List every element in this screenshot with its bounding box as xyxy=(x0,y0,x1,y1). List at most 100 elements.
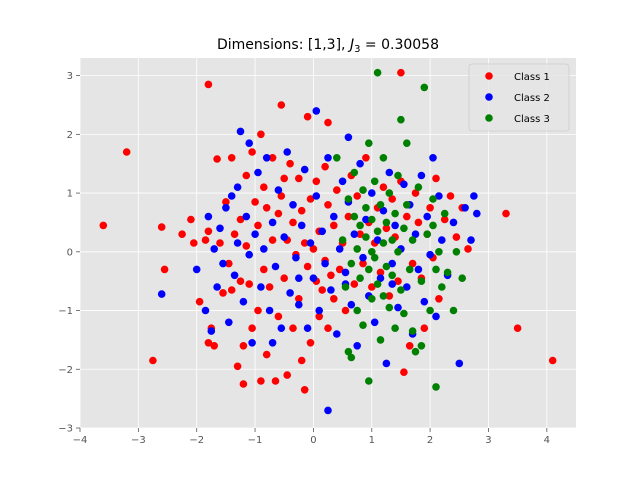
data-point xyxy=(303,262,312,271)
data-point xyxy=(338,236,347,244)
data-point xyxy=(248,339,256,347)
data-point xyxy=(347,259,356,268)
data-point xyxy=(365,377,373,385)
data-point xyxy=(201,236,210,244)
data-point xyxy=(362,204,370,212)
y-tick-label: 2 xyxy=(67,130,73,141)
data-point xyxy=(414,265,423,274)
data-point xyxy=(414,218,423,227)
data-point xyxy=(216,239,224,247)
data-point xyxy=(411,189,420,197)
data-point xyxy=(330,295,338,303)
data-point xyxy=(233,362,242,371)
data-point xyxy=(341,268,350,277)
data-point xyxy=(297,221,306,230)
data-point xyxy=(265,283,274,291)
data-point xyxy=(391,324,399,333)
data-point xyxy=(394,277,402,286)
x-tick-label: −4 xyxy=(73,435,88,446)
data-point xyxy=(225,259,233,268)
data-point xyxy=(435,295,443,303)
data-point xyxy=(382,262,391,271)
data-point xyxy=(300,165,309,174)
data-point xyxy=(359,253,367,262)
data-point xyxy=(327,286,335,294)
data-point xyxy=(385,189,394,197)
data-point xyxy=(356,159,364,168)
data-point xyxy=(513,324,522,333)
data-point xyxy=(239,380,248,388)
data-point xyxy=(467,236,475,244)
data-point xyxy=(365,265,373,274)
data-point xyxy=(353,306,362,315)
data-point xyxy=(417,277,426,286)
data-point xyxy=(397,115,405,124)
data-point xyxy=(257,130,265,139)
data-point xyxy=(379,206,388,215)
y-tick-label: 3 xyxy=(67,71,73,82)
data-point xyxy=(344,133,353,142)
data-point xyxy=(350,230,359,238)
x-tick-label: 1 xyxy=(369,435,375,446)
data-point xyxy=(213,155,221,163)
y-tick-label: 1 xyxy=(67,189,73,200)
data-point xyxy=(347,353,356,362)
data-point xyxy=(452,233,461,241)
data-point xyxy=(242,212,251,221)
data-point xyxy=(397,68,405,77)
data-point xyxy=(201,306,210,315)
data-point xyxy=(502,209,510,218)
data-point xyxy=(268,339,277,347)
data-point xyxy=(268,236,277,244)
data-point xyxy=(236,127,245,136)
data-point xyxy=(368,189,376,197)
data-point xyxy=(470,192,478,200)
data-point xyxy=(318,227,327,236)
data-point xyxy=(324,406,332,415)
data-point xyxy=(417,342,426,350)
data-point xyxy=(344,212,353,221)
data-point xyxy=(274,186,283,194)
data-point xyxy=(405,265,414,274)
data-point xyxy=(391,221,399,230)
data-point xyxy=(257,283,265,291)
data-point xyxy=(403,139,411,147)
data-point xyxy=(408,236,417,244)
data-point xyxy=(297,356,306,365)
y-tick-label: −3 xyxy=(58,424,73,435)
data-point xyxy=(245,280,253,288)
data-point xyxy=(405,342,414,350)
data-point xyxy=(254,168,262,177)
data-point xyxy=(426,306,434,315)
data-point xyxy=(446,192,455,200)
data-point xyxy=(403,212,411,221)
legend-marker xyxy=(485,72,493,80)
data-point xyxy=(426,250,434,259)
data-point xyxy=(423,230,432,238)
data-point xyxy=(289,218,297,227)
data-point xyxy=(309,245,318,253)
data-point xyxy=(157,223,166,231)
chart-title: Dimensions: [1,3], J3 = 0.30058 xyxy=(217,37,439,55)
data-point xyxy=(306,195,315,203)
legend-label: Class 1 xyxy=(514,72,550,83)
data-point xyxy=(242,242,251,250)
legend-label: Class 2 xyxy=(514,93,550,104)
data-point xyxy=(333,186,341,194)
data-point xyxy=(440,215,449,224)
data-point xyxy=(236,215,245,224)
data-point xyxy=(362,233,370,241)
data-point xyxy=(204,212,213,221)
data-point xyxy=(379,183,388,191)
data-point xyxy=(99,221,108,230)
data-point xyxy=(379,154,388,162)
data-point xyxy=(219,259,227,268)
data-point xyxy=(333,330,341,338)
data-point xyxy=(190,239,198,247)
data-point xyxy=(388,271,397,280)
data-point xyxy=(157,290,166,298)
data-point xyxy=(423,212,432,221)
data-point xyxy=(245,139,253,147)
